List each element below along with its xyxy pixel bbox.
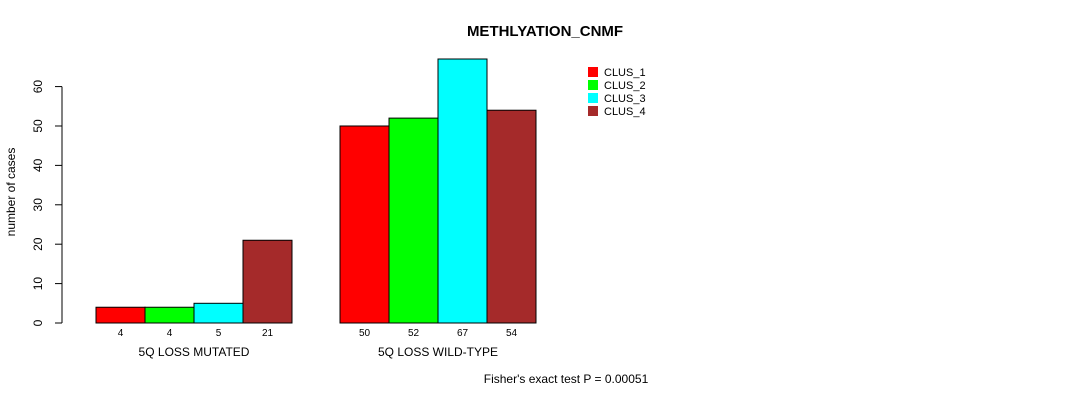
bar-value-labels: 4 4 5 21 50 52 67 54 [118,328,518,339]
bar-clus_2-1 [388,117,439,324]
legend-swatch [588,106,598,116]
legend-label: CLUS_4 [604,106,646,118]
bar-value-label: 52 [408,328,420,339]
legend-label: CLUS_1 [604,67,646,79]
legend-swatch [588,80,598,90]
y-tick-label: 0 [31,319,45,326]
y-tick-label: 10 [31,277,45,291]
category-labels: 5Q LOSS MUTATED 5Q LOSS WILD-TYPE [139,345,498,359]
y-tick-label: 40 [31,158,45,172]
y-axis: 0 10 20 30 40 50 60 [31,80,63,326]
bar-value-label: 54 [506,328,518,339]
y-tick-label: 30 [31,198,45,212]
y-tick-label: 60 [31,80,45,94]
category-label: 5Q LOSS MUTATED [139,345,250,359]
bar-value-label: 67 [457,328,469,339]
bars [95,58,537,324]
bar-value-label: 5 [216,328,222,339]
bar-clus_2-0 [144,306,195,324]
y-tick-label: 50 [31,119,45,133]
legend-label: CLUS_3 [604,93,646,105]
bar-value-label: 50 [359,328,371,339]
bar-clus_4-0 [242,239,293,324]
bar-value-label: 4 [118,328,124,339]
y-axis-label: number of cases [4,148,18,237]
category-label: 5Q LOSS WILD-TYPE [378,345,498,359]
bar-clus_4-1 [486,109,537,324]
bar-clus_3-1 [437,58,488,324]
legend-swatch [588,67,598,77]
bar-clus_1-1 [339,125,390,324]
bar-clus_3-0 [193,302,244,324]
chart-title: METHLYATION_CNMF [467,23,623,40]
fisher-test-footnote: Fisher's exact test P = 0.00051 [484,372,649,386]
bar-value-label: 4 [167,328,173,339]
bar-clus_1-0 [95,306,146,324]
bar-value-label: 21 [262,328,274,339]
legend-label: CLUS_2 [604,80,646,92]
y-tick-label: 20 [31,237,45,251]
legend-swatch [588,93,598,103]
